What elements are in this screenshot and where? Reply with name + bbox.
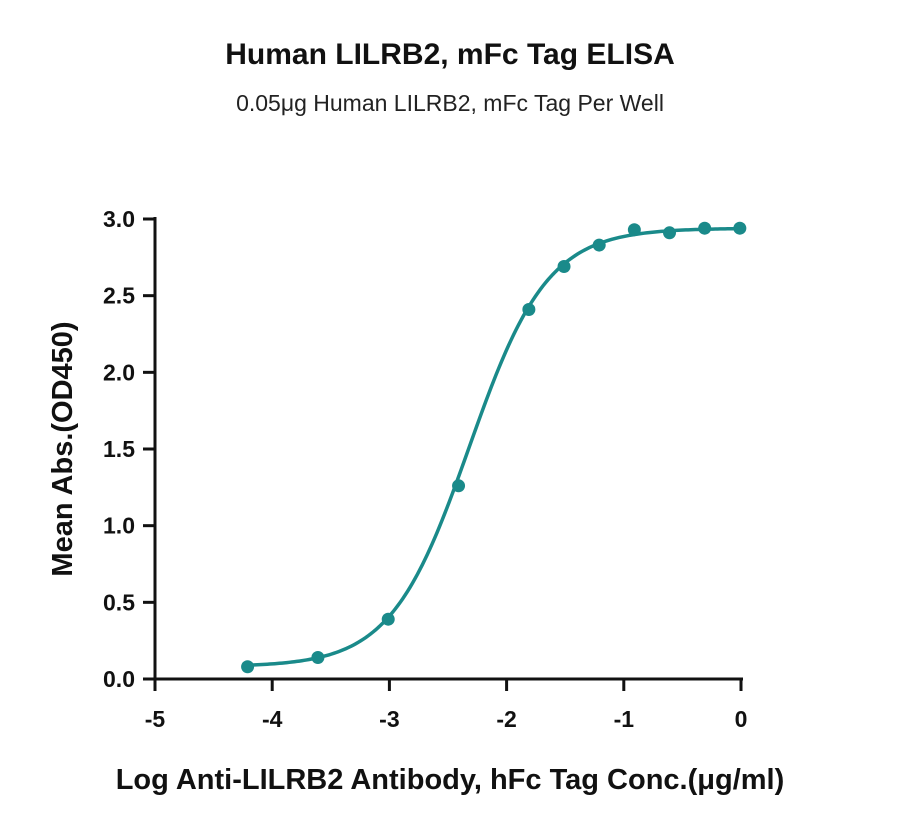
axes [153,217,743,681]
y-tick-label: 1.5 [103,436,135,462]
fit-curve-group [247,226,740,667]
x-tick-label: -5 [145,706,166,732]
y-tick-label: 0.5 [103,589,135,615]
x-tick-label: -4 [262,706,283,732]
ticks: 0.0 0.5 1.0 1.5 2.0 2.5 3.0 -5 -4 -3 -2 -1 0 [103,206,747,732]
y-tick-label: 2.0 [103,359,135,385]
data-point [592,238,606,252]
chart-subtitle: 0.05μg Human LILRB2, mFc Tag Per Well [236,90,664,116]
chart-title: Human LILRB2, mFc Tag ELISA [225,38,675,71]
data-point [733,221,747,235]
data-point [698,221,712,235]
fit-curve [247,226,740,667]
data-point [241,660,255,674]
data-point [522,302,536,316]
data-points [241,221,747,674]
x-tick-label: -3 [379,706,399,732]
y-axis-title: Mean Abs.(OD450) [47,321,79,576]
data-point [557,260,571,274]
y-tick-label: 3.0 [103,206,135,232]
x-axis-title: Log Anti-LILRB2 Antibody, hFc Tag Conc.(… [116,764,785,796]
data-point [381,612,395,626]
data-point [311,651,325,665]
data-point [663,226,677,240]
data-point [452,479,466,493]
y-tick-label: 1.0 [103,513,135,539]
x-tick-label: -2 [496,706,516,732]
y-tick-label: 0.0 [103,666,135,692]
x-tick-label: 0 [735,706,748,732]
x-tick-label: -1 [614,706,635,732]
y-tick-label: 2.5 [103,283,135,309]
data-point [627,223,641,237]
